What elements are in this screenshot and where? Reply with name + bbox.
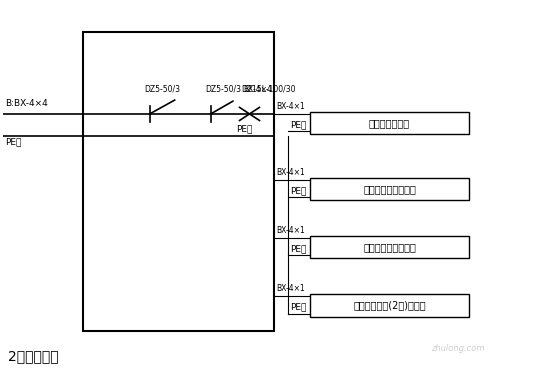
Text: PE线: PE线 (290, 120, 306, 129)
Text: PE线: PE线 (290, 302, 306, 312)
Text: 至锃筋弯曲机(2台)开关笱: 至锃筋弯曲机(2台)开关笱 (353, 300, 426, 310)
Text: DZ5-50/3: DZ5-50/3 (144, 85, 180, 94)
Text: zhulong.com: zhulong.com (431, 344, 484, 353)
Bar (310, 178, 469, 200)
Bar (83, 32, 274, 331)
Bar (310, 112, 469, 134)
Text: PE线: PE线 (236, 124, 252, 133)
Text: BX-4×1: BX-4×1 (276, 226, 305, 235)
Text: BX-4×1: BX-4×1 (276, 284, 305, 293)
Text: DZ15L-100/30: DZ15L-100/30 (241, 85, 296, 94)
Text: BX-4×1: BX-4×1 (276, 102, 305, 111)
Text: 至锃筋切断机开关笱: 至锃筋切断机开关笱 (363, 242, 416, 252)
Text: 2号动力分箱: 2号动力分箱 (8, 350, 59, 364)
Text: PE线: PE线 (290, 244, 306, 253)
Text: DZ5-50/3: DZ5-50/3 (205, 85, 241, 94)
Text: BX-4×4: BX-4×4 (243, 85, 272, 94)
Text: BX-4×1: BX-4×1 (276, 168, 305, 176)
Text: 至卷扬机开关笱: 至卷扬机开关笱 (369, 118, 410, 128)
Bar (310, 294, 469, 317)
Text: 至锃筋调直机开关笱: 至锃筋调直机开关笱 (363, 184, 416, 194)
Text: PE线: PE线 (6, 138, 22, 147)
Bar (310, 236, 469, 258)
Text: B:BX-4×4: B:BX-4×4 (6, 100, 48, 108)
Text: PE线: PE线 (290, 186, 306, 195)
